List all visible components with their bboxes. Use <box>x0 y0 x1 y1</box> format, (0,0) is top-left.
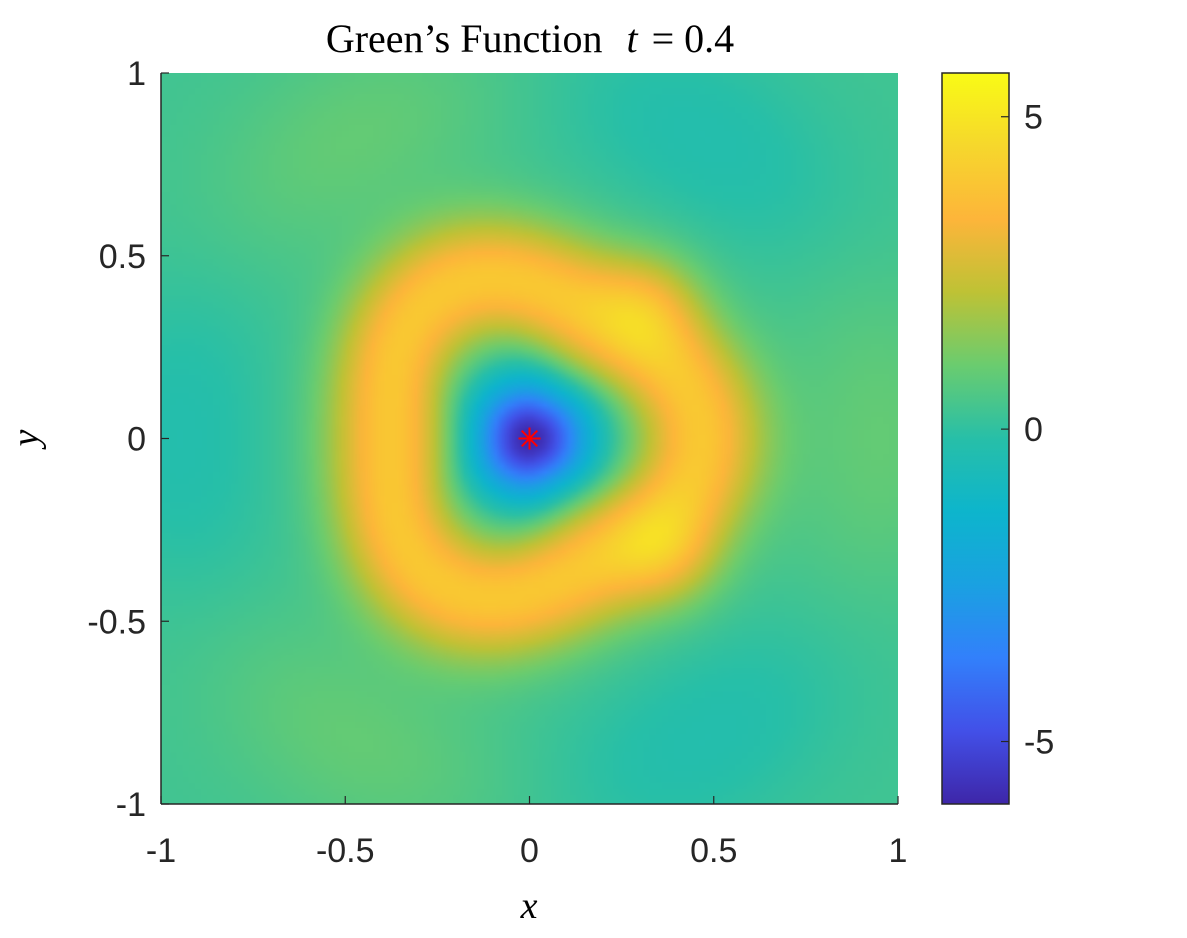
y-tick-label: 0.5 <box>99 238 146 276</box>
plot-axes: -1 -0.5 0 0.5 1 -1 -0.5 0 0.5 1 <box>87 55 907 870</box>
y-tick-label: -1 <box>116 786 146 824</box>
chart-title-text: Green’s Function <box>326 16 603 61</box>
chart-title-variable: t <box>626 16 638 61</box>
x-axis-label: x <box>520 885 538 927</box>
source-marker <box>518 427 541 450</box>
y-tick-label: -0.5 <box>87 603 146 641</box>
y-tick-label: 0 <box>127 421 146 459</box>
y-axis-label: y <box>5 429 47 450</box>
chart-title: Green’s Function t = 0.4 <box>326 16 734 61</box>
x-tick-label: 0.5 <box>690 832 737 870</box>
x-tick-label: 0 <box>520 832 539 870</box>
x-tick-label: -0.5 <box>316 832 375 870</box>
colorbar-tick-label: -5 <box>1024 724 1054 762</box>
chart-title-value: = 0.4 <box>652 16 735 61</box>
colorbar-axis: -5 0 5 <box>1001 99 1054 762</box>
source-marker-stroke <box>521 430 538 447</box>
colorbar-tick-label: 5 <box>1024 99 1043 137</box>
x-tick-label: -1 <box>146 832 176 870</box>
y-tick-label: 1 <box>127 55 146 93</box>
colorbar-tick-label: 0 <box>1024 411 1043 449</box>
colorbar-bar <box>941 72 1010 805</box>
x-tick-label: 1 <box>889 832 908 870</box>
